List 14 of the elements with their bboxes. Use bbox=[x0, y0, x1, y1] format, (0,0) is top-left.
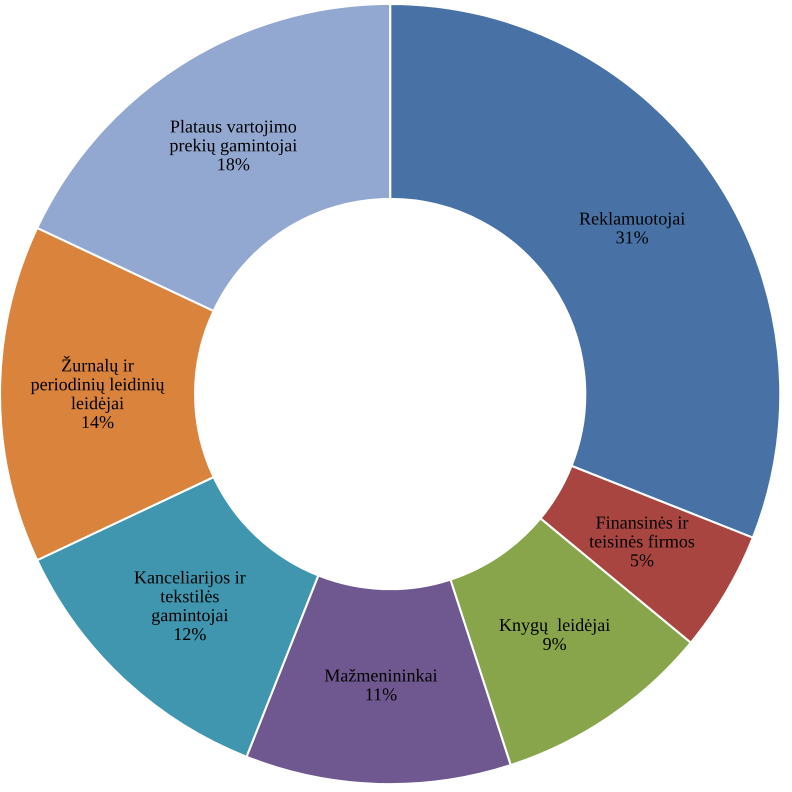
data-label: 9% bbox=[543, 638, 566, 650]
data-label: 14% bbox=[82, 416, 114, 428]
slice-label: Plataus vartojimo prekių gamintojai bbox=[170, 120, 297, 156]
data-label: 12% bbox=[174, 628, 206, 640]
data-label: 5% bbox=[631, 554, 654, 566]
slice-label: Knygų leidėjai bbox=[499, 618, 610, 635]
slice-label: Mažmenininkai bbox=[324, 668, 438, 682]
data-label: 31% bbox=[616, 231, 648, 244]
slice-label: Žurnalų ir periodinių leidinių leidėjai bbox=[30, 356, 164, 413]
slice-label: Finansinės ir teisinės firmos bbox=[589, 516, 694, 548]
data-label: 18% bbox=[218, 158, 250, 170]
slice-label: Reklamuotojai bbox=[580, 212, 685, 228]
slice-label: Kanceliarijos ir tekstilės gamintojai bbox=[134, 570, 246, 626]
data-label: 11% bbox=[366, 688, 397, 701]
